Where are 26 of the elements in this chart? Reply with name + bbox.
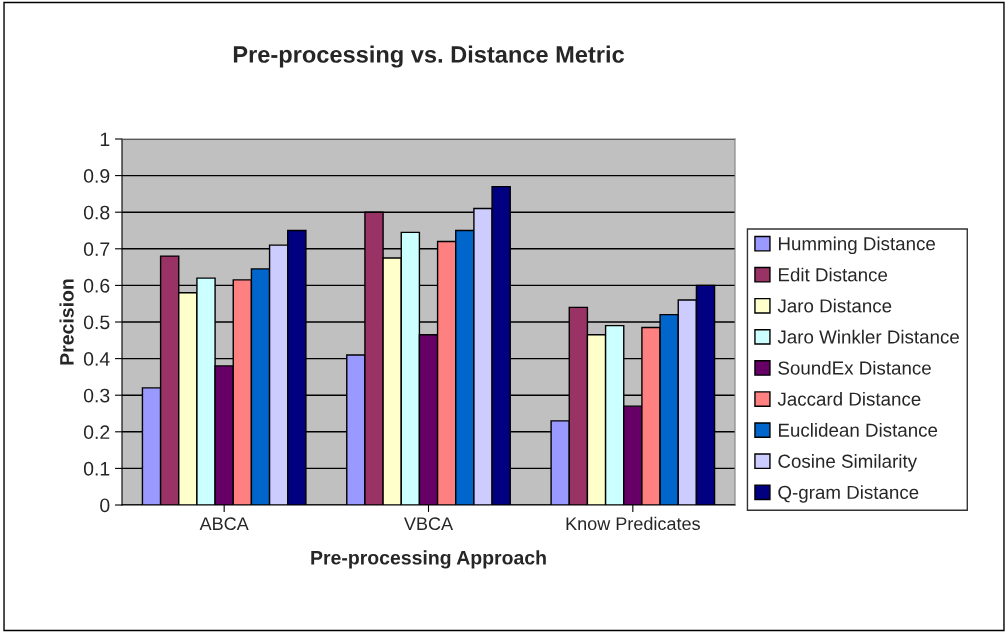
y-tick-label: 1 (100, 132, 110, 147)
legend-label: Humming Distance (778, 236, 935, 255)
y-tick-label: 0.9 (83, 169, 110, 183)
y-tick-label: 0.5 (83, 315, 110, 330)
legend-label: Jaro Distance (777, 298, 892, 313)
y-tick-label: 0 (100, 498, 110, 513)
x-tick-label: ABCA (199, 517, 249, 531)
legend-label: Jaro Winkler Distance (777, 329, 959, 344)
y-tick-label: 0.1 (83, 461, 110, 476)
legend-label: Jaccard Distance (777, 391, 921, 406)
chart-title: Pre-processing vs. Distance Metric (233, 45, 624, 68)
x-tick-label: VBCA (403, 517, 454, 531)
legend-label: Cosine Similarity (778, 454, 918, 472)
legend-label: SoundEx Distance (778, 360, 931, 375)
y-tick-label: 0.7 (83, 242, 110, 257)
y-axis-title: Precision (59, 279, 74, 365)
legend-label: Edit Distance (778, 267, 888, 282)
y-tick-label: 0.2 (83, 425, 110, 440)
legend-label: Euclidean Distance (778, 423, 938, 437)
x-axis-title: Pre-processing Approach (311, 550, 546, 569)
y-tick-label: 0.3 (83, 388, 110, 403)
legend-label: Q-gram Distance (778, 485, 919, 503)
x-tick-label: Know Predicates (566, 516, 700, 531)
y-tick-label: 0.6 (83, 278, 110, 293)
y-tick-label: 0.4 (83, 352, 110, 366)
y-tick-label: 0.8 (83, 205, 110, 220)
